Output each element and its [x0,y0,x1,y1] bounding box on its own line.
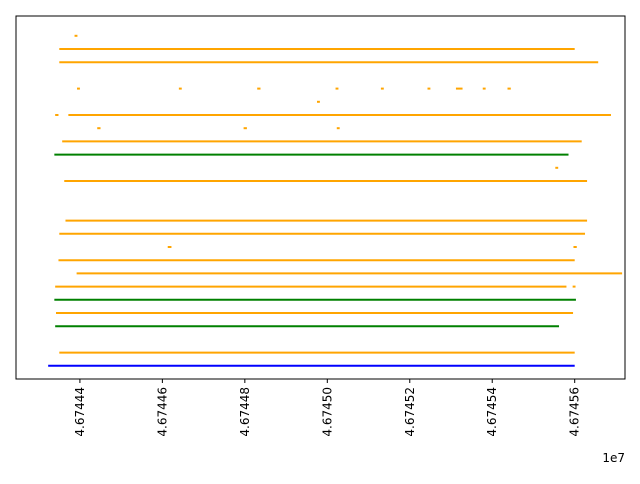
plot-frame [15,15,626,380]
x-tick-label: 4.67456 [568,387,582,437]
segments-layer [48,34,623,367]
x-tick-label: 4.67454 [485,387,499,437]
x-tick-label: 4.67452 [403,387,417,437]
x-axis: 4.67444 4.67446 4.67448 4.67450 4.67452 4.674… [73,379,582,437]
x-offset-label: 1e7 [602,451,625,465]
x-tick-label: 4.67448 [238,387,252,437]
x-tick-label: 4.67444 [73,387,87,437]
x-tick-label: 4.67446 [155,387,169,437]
x-tick-label: 4.67450 [320,387,334,437]
